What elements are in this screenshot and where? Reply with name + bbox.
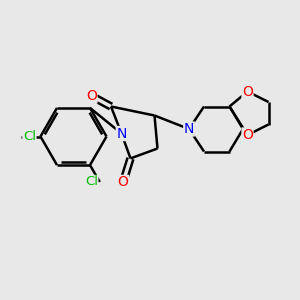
- Text: Cl: Cl: [85, 176, 98, 188]
- Text: O: O: [242, 85, 253, 98]
- Text: O: O: [86, 89, 97, 103]
- Text: N: N: [184, 122, 194, 136]
- Text: N: N: [116, 127, 127, 140]
- Text: O: O: [118, 176, 128, 189]
- Text: Cl: Cl: [23, 130, 36, 143]
- Text: O: O: [242, 128, 253, 142]
